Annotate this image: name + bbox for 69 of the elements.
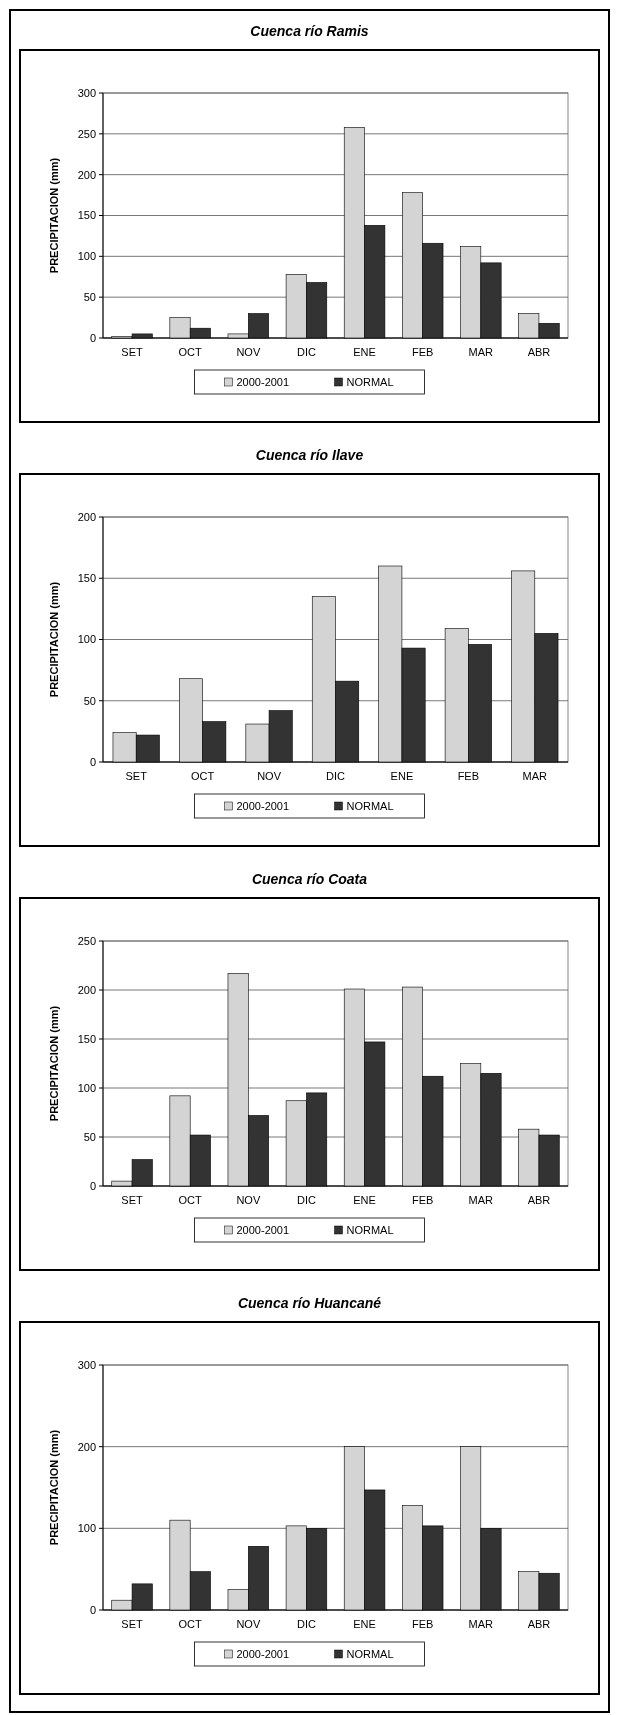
chart-title: Cuenca río Huancané — [237, 1295, 382, 1311]
x-tick-label: OCT — [178, 1194, 203, 1206]
y-tick-label: 200 — [77, 1440, 96, 1453]
x-tick-label: FEB — [457, 770, 480, 782]
y-axis-title: PRECIPITACION (mm) — [48, 581, 60, 698]
x-tick-label: MAR — [522, 770, 548, 782]
chart-title: Cuenca río Coata — [251, 871, 368, 887]
y-tick-label: 300 — [77, 1358, 96, 1371]
x-tick-label: ABR — [527, 1618, 551, 1630]
legend-label: 2000-2001 — [236, 376, 290, 388]
legend-label: NORMAL — [346, 800, 394, 812]
legend-label: NORMAL — [346, 1224, 394, 1236]
y-axis-title: PRECIPITACION (mm) — [48, 1429, 60, 1546]
y-tick-label: 50 — [83, 291, 96, 304]
x-tick-label: SET — [121, 1194, 144, 1206]
x-tick-label: NOV — [257, 770, 282, 782]
y-tick-label: 250 — [77, 127, 96, 140]
x-tick-label: MAR — [468, 346, 494, 358]
legend-label: NORMAL — [346, 376, 394, 388]
x-tick-label: FEB — [411, 1618, 434, 1630]
chart-title: Cuenca río Ramis — [250, 23, 369, 39]
legend-label: NORMAL — [346, 1648, 394, 1660]
legend-label: 2000-2001 — [236, 1224, 290, 1236]
x-tick-label: ENE — [390, 770, 414, 782]
y-tick-label: 200 — [77, 168, 96, 181]
x-tick-label: DIC — [296, 1194, 316, 1206]
x-tick-label: OCT — [191, 770, 215, 782]
x-tick-label: ENE — [353, 1194, 376, 1206]
x-tick-label: ENE — [353, 1618, 376, 1630]
chart-title: Cuenca río Ilave — [255, 447, 364, 463]
x-tick-label: SET — [121, 1618, 144, 1630]
y-tick-label: 50 — [83, 694, 96, 707]
x-tick-label: DIC — [296, 1618, 316, 1630]
y-tick-label: 0 — [89, 755, 96, 768]
y-tick-label: 200 — [77, 510, 96, 523]
y-tick-label: 100 — [77, 1522, 96, 1535]
x-tick-label: NOV — [236, 1618, 261, 1630]
y-tick-label: 150 — [77, 572, 96, 585]
x-tick-label: SET — [121, 346, 144, 358]
x-tick-label: NOV — [236, 1194, 261, 1206]
y-tick-label: 100 — [77, 250, 96, 263]
y-tick-label: 0 — [89, 331, 96, 344]
y-tick-label: 100 — [77, 1081, 96, 1094]
x-tick-label: DIC — [326, 770, 346, 782]
x-tick-label: ENE — [353, 346, 376, 358]
x-tick-label: OCT — [178, 1618, 203, 1630]
legend-label: 2000-2001 — [236, 1648, 290, 1660]
y-tick-label: 250 — [77, 934, 96, 947]
x-tick-label: MAR — [468, 1618, 494, 1630]
x-tick-label: ABR — [527, 1194, 551, 1206]
y-tick-label: 200 — [77, 983, 96, 996]
x-tick-label: DIC — [296, 346, 316, 358]
x-tick-label: FEB — [411, 1194, 434, 1206]
x-tick-label: ABR — [527, 346, 551, 358]
y-tick-label: 150 — [77, 209, 96, 222]
x-tick-label: OCT — [178, 346, 203, 358]
legend-label: 2000-2001 — [236, 800, 290, 812]
x-tick-label: MAR — [468, 1194, 494, 1206]
y-tick-label: 150 — [77, 1032, 96, 1045]
x-tick-label: FEB — [411, 346, 434, 358]
x-tick-label: NOV — [236, 346, 261, 358]
y-axis-title: PRECIPITACION (mm) — [48, 1005, 60, 1122]
x-tick-label: SET — [125, 770, 148, 782]
y-tick-label: 0 — [89, 1603, 96, 1616]
y-axis-title: PRECIPITACION (mm) — [48, 157, 60, 274]
y-tick-label: 100 — [77, 633, 96, 646]
y-tick-label: 0 — [89, 1179, 96, 1192]
y-tick-label: 50 — [83, 1130, 96, 1143]
y-tick-label: 300 — [77, 86, 96, 99]
